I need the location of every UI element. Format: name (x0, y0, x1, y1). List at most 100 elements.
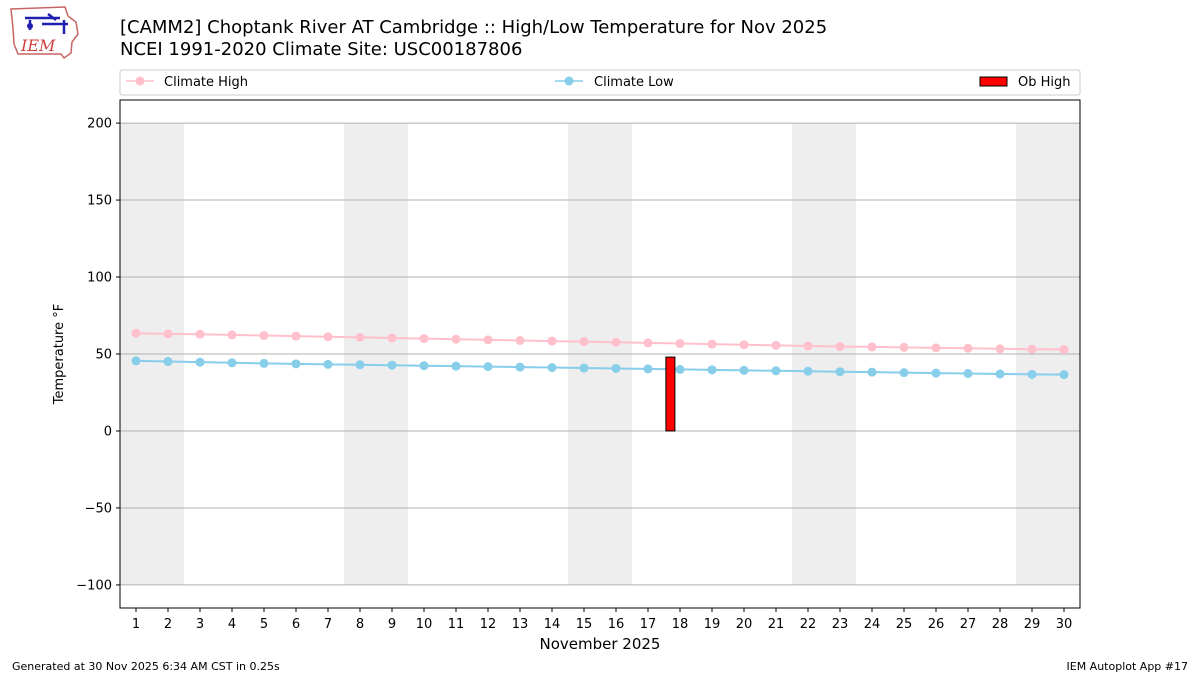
climate-low-point (227, 358, 237, 368)
climate-high-point (771, 340, 781, 350)
ob-high-bar (665, 356, 676, 432)
y-tick-label: −50 (85, 501, 112, 516)
x-tick-label: 7 (324, 617, 332, 632)
climate-high-point (739, 340, 749, 350)
climate-low-point (1027, 369, 1037, 379)
climate-low-point (771, 366, 781, 376)
climate-low-point (259, 358, 269, 368)
legend-climate-low-marker (564, 76, 574, 86)
climate-low-point (643, 364, 653, 374)
climate-high-point (291, 331, 301, 341)
climate-high-point (163, 329, 173, 339)
climate-high-point (323, 332, 333, 342)
y-tick-label: 0 (104, 424, 112, 439)
climate-high-point (387, 333, 397, 343)
x-axis-label: November 2025 (540, 635, 661, 653)
legend: Climate High Climate Low Ob High (119, 69, 1081, 96)
climate-high-point (899, 342, 909, 352)
iem-logo: IEM (10, 6, 79, 60)
climate-low-point (611, 363, 621, 373)
x-tick-label: 19 (704, 617, 721, 632)
climate-high-point (675, 339, 685, 349)
x-tick-label: 23 (832, 617, 849, 632)
chart-subtitle: NCEI 1991-2020 Climate Site: USC00187806 (120, 39, 523, 60)
climate-low-point (483, 362, 493, 372)
x-tick-label: 1 (132, 617, 140, 632)
climate-high-line (135, 332, 1065, 351)
climate-high-point (611, 337, 621, 347)
climate-low-point (739, 365, 749, 375)
climate-high-point (1059, 345, 1069, 355)
x-tick-label: 22 (800, 617, 817, 632)
x-tick-label: 25 (896, 617, 913, 632)
station-dot-icon (27, 23, 33, 29)
climate-low-point (131, 356, 141, 366)
x-tick-label: 16 (608, 617, 625, 632)
generated-timestamp: Generated at 30 Nov 2025 6:34 AM CST in … (12, 660, 280, 673)
climate-low-point (803, 366, 813, 376)
legend-climate-high-marker (135, 76, 145, 86)
app-credit: IEM Autoplot App #17 (1066, 660, 1189, 673)
climate-low-point (355, 360, 365, 370)
climate-high-point (1027, 344, 1037, 354)
y-tick-label: 200 (87, 117, 112, 132)
climate-low-point (963, 369, 973, 379)
x-tick-label: 26 (928, 617, 945, 632)
x-tick-label: 12 (480, 617, 497, 632)
legend-box (119, 69, 1081, 96)
climate-low-point (931, 368, 941, 378)
climate-high-point (867, 342, 877, 352)
climate-high-point (803, 341, 813, 351)
climate-low-point (515, 362, 525, 372)
climate-low-point (867, 367, 877, 377)
climate-low-point (1059, 370, 1069, 380)
climate-high-point (995, 344, 1005, 354)
climate-high-point (483, 335, 493, 345)
x-tick-label: 10 (416, 617, 433, 632)
iowa-outline-icon (10, 6, 79, 60)
climate-low-line (135, 359, 1065, 376)
climate-high-point (355, 332, 365, 342)
x-tick-label: 15 (576, 617, 593, 632)
x-tick-label: 6 (292, 617, 300, 632)
climate-low-point (195, 357, 205, 367)
legend-climate-high-label: Climate High (164, 75, 248, 90)
x-tick-label: 21 (768, 617, 785, 632)
climate-high-point (835, 341, 845, 351)
x-tick-label: 4 (228, 617, 236, 632)
climate-low-point (675, 364, 685, 374)
climate-low-point (899, 368, 909, 378)
y-tick-label: −100 (76, 578, 112, 593)
climate-low-point (451, 361, 461, 371)
logo-text: IEM (20, 36, 56, 55)
climate-high-point (931, 343, 941, 353)
climate-high-point (131, 328, 141, 338)
x-tick-label: 24 (864, 617, 881, 632)
climate-low-point (547, 363, 557, 373)
climate-high-point (259, 331, 269, 341)
climate-high-point (707, 339, 717, 349)
climate-low-point (323, 359, 333, 369)
climate-low-point (995, 369, 1005, 379)
climate-low-point (163, 357, 173, 367)
climate-low-point (707, 365, 717, 375)
y-tick-label: 50 (95, 348, 112, 363)
x-tick-label: 11 (448, 617, 465, 632)
climate-high-point (579, 337, 589, 347)
climate-low-point (835, 367, 845, 377)
climate-high-point (515, 335, 525, 345)
x-tick-label: 27 (960, 617, 977, 632)
chart-title: [CAMM2] Choptank River AT Cambridge :: H… (120, 17, 828, 38)
y-tick-label: 150 (87, 194, 112, 209)
climate-high-point (547, 336, 557, 346)
x-tick-label: 14 (544, 617, 561, 632)
climate-low-point (419, 361, 429, 371)
climate-high-point (643, 338, 653, 348)
x-tick-label: 3 (196, 617, 204, 632)
y-axis-label: Temperature °F (52, 304, 67, 405)
x-tick-label: 17 (640, 617, 657, 632)
legend-ob-high-swatch (979, 76, 1008, 87)
x-tick-label: 5 (260, 617, 268, 632)
